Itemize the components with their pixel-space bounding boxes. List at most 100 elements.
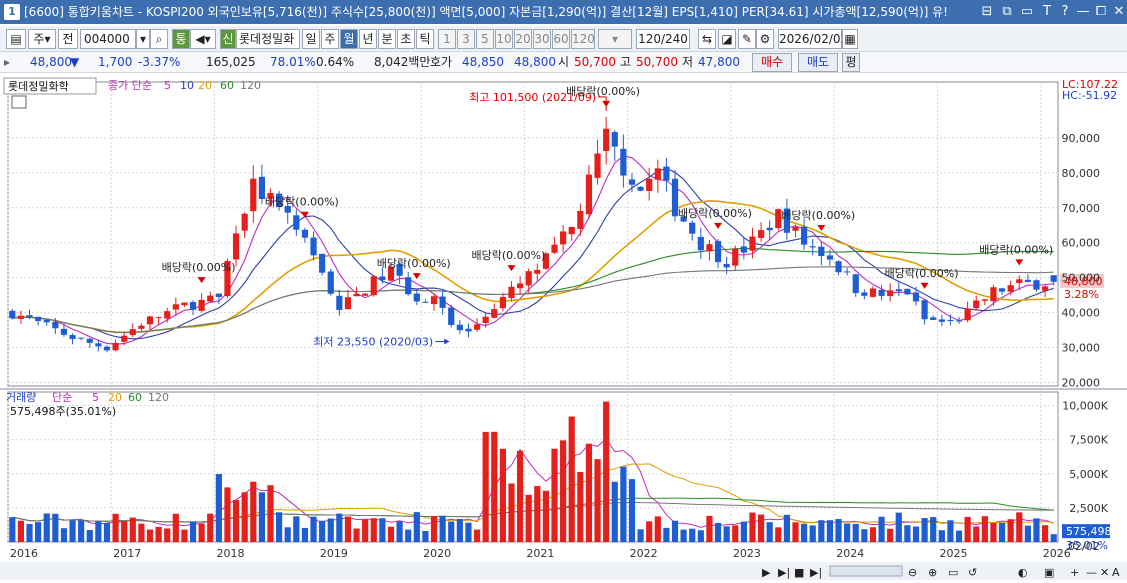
zoom-slider[interactable] <box>829 565 903 577</box>
candle-body <box>482 316 489 323</box>
interval-120-button[interactable]: 120 <box>571 29 595 49</box>
reset-icon[interactable]: ↺ <box>968 566 977 579</box>
minimize-icon[interactable]: — <box>1076 4 1090 19</box>
previous-button[interactable]: 전 <box>58 29 78 49</box>
volume-bar <box>637 529 644 542</box>
plus-icon[interactable]: + <box>1070 566 1079 579</box>
ask-price: 48,850 <box>462 55 504 69</box>
candle-body <box>267 193 274 199</box>
volume-ma-120: 120 <box>148 391 169 404</box>
price-volume-chart[interactable]: 최고 101,500 (2021/09) 최저 23,550 (2020/03) 배… <box>0 74 1127 580</box>
interval-20-button[interactable]: 20 <box>514 29 532 49</box>
period-1-button[interactable]: 주 <box>321 29 339 49</box>
fit-icon[interactable]: ▭ <box>948 566 958 579</box>
scroll-icon[interactable]: ◐ <box>1018 566 1028 579</box>
interval-30-button[interactable]: 30 <box>533 29 551 49</box>
ma-period-10: 10 <box>180 79 194 92</box>
candle-body <box>818 246 825 256</box>
code-dropdown-icon[interactable]: ▾ <box>136 29 150 49</box>
volume-bar <box>620 466 627 542</box>
volume-bar <box>52 513 59 542</box>
period-3-button[interactable]: 년 <box>359 29 377 49</box>
calendar-icon[interactable]: ▦ <box>842 29 858 49</box>
custom-interval-input[interactable]: ▾ <box>598 29 632 49</box>
chart-area[interactable]: 최고 101,500 (2021/09) 최저 23,550 (2020/03) 배… <box>0 74 1127 580</box>
volume-bar <box>387 526 395 542</box>
candle-body <box>973 300 980 309</box>
table-icon[interactable] <box>11 95 27 109</box>
overlay-icon[interactable]: ◪ <box>718 29 736 49</box>
stop-icon[interactable]: ■ <box>794 566 804 579</box>
scroll-end-icon[interactable]: ▶| <box>778 566 790 579</box>
sell-button[interactable]: 매도 <box>798 53 838 72</box>
volume-ma-120-line <box>12 501 1054 523</box>
scroll-right-icon[interactable]: ▶| <box>810 566 822 579</box>
settings-icon[interactable]: ▣ <box>1044 566 1054 579</box>
stock-label: 롯데정밀화학 <box>8 80 69 93</box>
volume-bar <box>826 520 834 542</box>
mode-shin-button[interactable]: 신 <box>220 29 236 49</box>
interval-10-button[interactable]: 10 <box>495 29 513 49</box>
volume-bar <box>258 492 265 542</box>
volume-bar <box>973 526 980 542</box>
low-label: 저 <box>682 55 694 69</box>
draw-icon[interactable]: ✎ <box>738 29 756 49</box>
scroll-left-icon[interactable]: ▶ <box>762 566 771 579</box>
candle-body <box>594 153 601 178</box>
volume-bar <box>697 530 704 542</box>
zoom-out-icon[interactable]: ⊖ <box>908 566 917 579</box>
year-label: 2021 <box>526 547 554 560</box>
dividend-marker <box>300 211 309 218</box>
help-icon[interactable]: ? <box>1061 4 1069 19</box>
volume-bar <box>525 494 532 542</box>
zoom-in-icon[interactable]: ⊕ <box>928 566 937 579</box>
ma-period-20: 20 <box>198 79 212 92</box>
maximize-icon[interactable]: ⧠ <box>1095 4 1107 19</box>
dividend-marker <box>197 277 206 284</box>
period-select[interactable]: 주▾ <box>28 29 56 49</box>
volume-bar <box>232 500 240 542</box>
compare-icon[interactable]: ⇆ <box>698 29 716 49</box>
interval-60-button[interactable]: 60 <box>552 29 570 49</box>
close-chart-icon[interactable]: ✕ <box>1100 566 1109 579</box>
date-input[interactable]: 2026/02/02 <box>778 29 848 49</box>
dividend-marker <box>507 265 516 272</box>
close-icon[interactable]: ✕ <box>1113 4 1125 19</box>
stock-code-input[interactable]: 004000 <box>80 29 136 49</box>
text-icon[interactable]: T <box>1043 4 1051 19</box>
speaker-icon[interactable]: ◀▾ <box>190 29 216 49</box>
layout-icon[interactable]: ⊟ <box>981 4 993 19</box>
period-4-button[interactable]: 분 <box>378 29 396 49</box>
volume-bar <box>172 513 179 542</box>
candle-body <box>155 317 162 319</box>
candle-body <box>775 209 782 229</box>
buy-button[interactable]: 매수 <box>752 53 792 72</box>
mode-tong-button[interactable]: 통 <box>172 29 190 49</box>
period-6-button[interactable]: 틱 <box>416 29 434 49</box>
year-label: 2025 <box>940 547 968 560</box>
period-0-button[interactable]: 일 <box>302 29 320 49</box>
candle-body <box>95 343 102 347</box>
candle-body <box>706 244 713 252</box>
volume-bar <box>293 516 300 542</box>
open-label: 시 <box>558 55 570 69</box>
font-icon[interactable]: A <box>1112 566 1120 579</box>
candle-body <box>1007 285 1014 292</box>
candle-body <box>611 132 618 147</box>
interval-1-button[interactable]: 1 <box>438 29 456 49</box>
period-5-button[interactable]: 초 <box>397 29 415 49</box>
interval-3-button[interactable]: 3 <box>457 29 475 49</box>
gear-icon[interactable]: ⚙ <box>756 29 774 49</box>
info-toggle-icon[interactable]: ▸ <box>4 55 11 69</box>
frame-icon[interactable]: ▭ <box>1020 4 1034 19</box>
interval-5-button[interactable]: 5 <box>476 29 494 49</box>
restore-icon[interactable]: ⧉ <box>1002 4 1012 19</box>
minus-icon[interactable]: — <box>1086 566 1097 579</box>
search-icon[interactable]: ⌕ <box>150 29 168 49</box>
count-field[interactable]: 120/240 <box>636 29 690 49</box>
year-label: 2023 <box>733 547 761 560</box>
period-2-button[interactable]: 월 <box>340 29 358 49</box>
average-button[interactable]: 평 <box>842 53 860 72</box>
chart-type-icon[interactable]: ▤ <box>6 29 26 49</box>
candle-body <box>585 174 593 215</box>
